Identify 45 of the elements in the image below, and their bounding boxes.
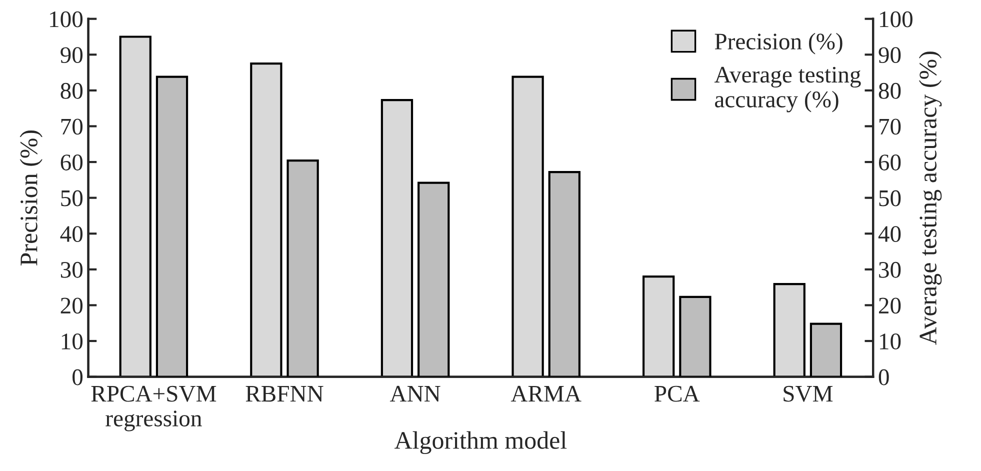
y2-tick-label: 10	[880, 333, 901, 350]
y-tick-label: 90	[60, 47, 83, 64]
y2-tick-label: 90	[878, 47, 901, 64]
bar	[810, 322, 842, 377]
y-tick-label: 80	[60, 82, 83, 99]
y2-tick-label: 50	[879, 190, 901, 206]
bar	[679, 296, 712, 377]
x-tick-label: ARMA	[510, 386, 582, 402]
y2-tick-label: 80	[878, 82, 901, 99]
y-tick-label: 10	[62, 333, 83, 350]
bar	[119, 36, 152, 377]
legend-label: Average testing accuracy (%)	[714, 66, 861, 112]
y2-tick-label: 40	[878, 226, 901, 242]
legend-label: Precision (%)	[714, 32, 842, 54]
y-tick-label: 50	[61, 190, 83, 206]
bar	[250, 62, 282, 377]
y-tick-label: 30	[60, 262, 83, 278]
y2-tick-label: 20	[878, 298, 901, 314]
y-tick-label: 70	[61, 118, 83, 135]
y2-tick-label: 30	[879, 262, 901, 278]
x-tick-label: RPCA+SVM regression	[91, 386, 216, 432]
y-tick-label: 100	[50, 11, 83, 28]
bar	[548, 171, 580, 377]
x-tick-label: PCA	[654, 386, 700, 402]
y-axis-title: Precision (%)	[20, 130, 42, 266]
x-tick-label: RBFNN	[246, 386, 324, 402]
bar	[380, 99, 414, 377]
y-tick-label: 0	[72, 369, 83, 386]
bar	[418, 182, 450, 377]
x-axis-title: Algorithm model	[394, 431, 567, 454]
bar	[512, 76, 544, 377]
bar	[773, 283, 806, 377]
y-tick-label: 40	[60, 226, 83, 242]
y2-tick-label: 0	[878, 369, 889, 386]
x-tick-label: SVM	[784, 386, 833, 402]
y2-axis-title: Average testing accuracy (%)	[918, 52, 942, 345]
bar	[156, 76, 188, 377]
x-tick-label: ANN	[390, 386, 440, 402]
y2-tick-label: 60	[878, 154, 901, 170]
bar	[642, 276, 675, 377]
y-tick-label: 20	[60, 298, 83, 314]
y2-tick-label: 100	[880, 11, 912, 28]
y-tick-label: 60	[60, 154, 83, 170]
y2-tick-label: 70	[880, 118, 901, 135]
bar	[286, 160, 319, 377]
